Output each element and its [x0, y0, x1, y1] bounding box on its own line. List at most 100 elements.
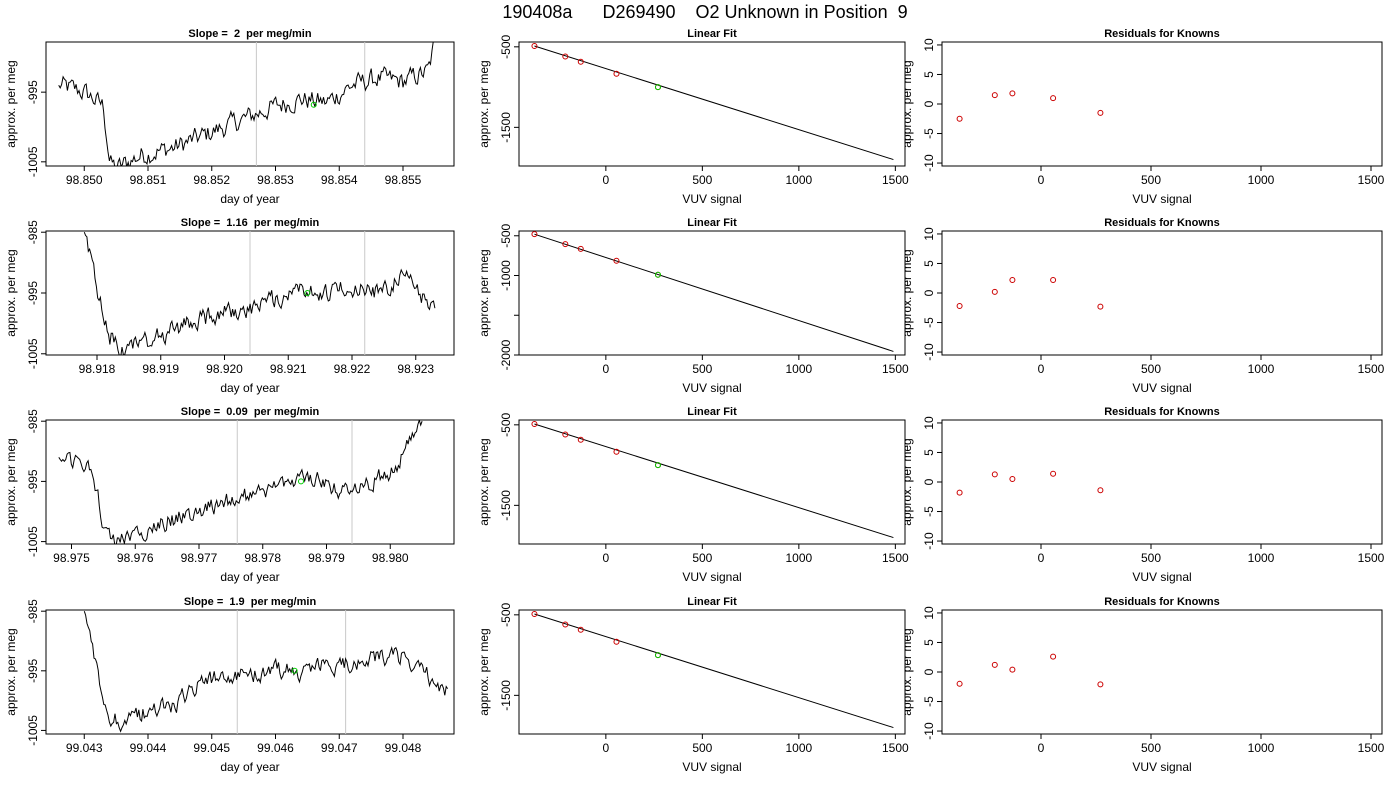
known-point [1097, 681, 1104, 688]
x-axis-label: VUV signal [682, 570, 741, 584]
x-tick-label: 500 [1141, 741, 1161, 755]
x-axis-label: VUV signal [1132, 192, 1191, 206]
y-tick-label: -500 [499, 223, 513, 247]
x-tick-label: 0 [603, 551, 610, 565]
y-tick-label: -1500 [499, 680, 513, 711]
x-tick-label: 98.918 [79, 362, 116, 376]
y-tick-label: -1005 [26, 146, 40, 177]
x-axis-label: day of year [220, 381, 279, 395]
x-tick-label: 1000 [1248, 173, 1275, 187]
known-point [577, 58, 584, 65]
y-tick-label: 5 [922, 639, 936, 646]
x-tick-label: 1000 [1248, 551, 1275, 565]
y-tick-label: 10 [922, 416, 936, 430]
chart-title: Residuals for Knowns [1104, 217, 1220, 229]
x-tick-label: 0 [1038, 362, 1045, 376]
known-point [956, 680, 963, 687]
known-point [531, 43, 538, 50]
x-tick-label: 99.043 [66, 741, 103, 755]
y-tick-label: -2000 [499, 339, 513, 370]
x-tick-label: 0 [1038, 551, 1045, 565]
y-tick-label: -10 [922, 722, 936, 740]
known-point [1097, 487, 1104, 494]
x-tick-label: 1500 [1358, 173, 1385, 187]
y-axis-label: approx. per meg [4, 628, 18, 715]
x-axis-label: VUV signal [682, 381, 741, 395]
y-tick-label: -995 [26, 658, 40, 682]
x-tick-label: 500 [1141, 173, 1161, 187]
chart-title: Slope = 2 per meg/min [188, 28, 311, 40]
plot-frame [941, 609, 1383, 735]
known-point [956, 302, 963, 309]
plot-frame [518, 230, 906, 356]
known-point [531, 421, 538, 428]
x-tick-label: 98.923 [397, 362, 434, 376]
y-axis-label: approx. per meg [900, 249, 914, 336]
plot-area [83, 610, 449, 734]
x-tick-label: 1000 [785, 741, 812, 755]
chart-title: Linear Fit [687, 406, 737, 418]
known-point [1009, 476, 1016, 483]
y-tick-label: -995 [26, 80, 40, 104]
chart-panel-1-1: Linear Fit 0 500 1000 1500 -500 -1000 -2000 VUV … [477, 217, 909, 395]
y-axis-label: approx. per meg [477, 60, 491, 147]
plot-area [956, 90, 1104, 122]
chart-panel-2-2: Residuals for Knowns 0 500 1000 1500 -10 -5 0 5 1… [900, 406, 1385, 584]
x-tick-label: 1500 [882, 173, 909, 187]
plot-frame [941, 419, 1383, 545]
fit-line [534, 423, 894, 539]
y-tick-label: 0 [922, 478, 936, 485]
unknown-point [291, 667, 298, 674]
signal-trace-line [83, 611, 449, 733]
plot-area [83, 231, 436, 355]
plot-area [531, 421, 894, 539]
x-tick-label: 98.976 [117, 551, 154, 565]
known-point [991, 92, 998, 99]
x-tick-label: 500 [692, 551, 712, 565]
y-tick-label: 5 [922, 71, 936, 78]
unknown-point [654, 271, 661, 278]
y-axis-label: approx. per meg [477, 438, 491, 525]
x-axis-label: day of year [220, 760, 279, 774]
y-tick-label: -500 [499, 413, 513, 437]
plot-area [531, 231, 894, 352]
y-tick-label: 10 [922, 227, 936, 241]
chart-panel-0-0: Slope = 2 per meg/min 98.850 98.851 98.852 9… [4, 28, 455, 206]
y-tick-label: -1005 [26, 338, 40, 369]
x-tick-label: 99.048 [385, 741, 422, 755]
x-tick-label: 1000 [785, 173, 812, 187]
x-tick-label: 1500 [882, 362, 909, 376]
chart-title: Residuals for Knowns [1104, 596, 1220, 608]
y-tick-label: 0 [922, 668, 936, 675]
x-tick-label: 0 [1038, 741, 1045, 755]
plot-frame [45, 419, 455, 545]
unknown-point [298, 478, 304, 485]
chart-panel-1-0: Slope = 1.16 per meg/min 98.918 98.919 98.9… [4, 217, 455, 395]
unknown-point [654, 652, 661, 659]
y-tick-label: -5 [922, 696, 936, 707]
known-point [1097, 109, 1104, 116]
plot-frame [45, 41, 455, 167]
known-point [613, 70, 620, 77]
y-axis-label: approx. per meg [477, 628, 491, 715]
plot-frame [941, 41, 1383, 167]
known-point [991, 288, 998, 295]
known-point [991, 661, 998, 668]
y-tick-label: -5 [922, 128, 936, 139]
x-tick-label: 98.853 [257, 173, 294, 187]
x-tick-label: 500 [692, 741, 712, 755]
x-tick-label: 99.044 [130, 741, 167, 755]
y-axis-label: approx. per meg [900, 438, 914, 525]
x-tick-label: 1000 [785, 551, 812, 565]
known-point [613, 448, 620, 455]
chart-title: Linear Fit [687, 217, 737, 229]
plot-area [58, 420, 423, 544]
x-tick-label: 99.045 [193, 741, 230, 755]
x-axis-label: VUV signal [1132, 570, 1191, 584]
plot-frame [518, 41, 906, 167]
x-tick-label: 0 [603, 362, 610, 376]
plot-area [956, 470, 1104, 496]
x-tick-label: 1500 [1358, 362, 1385, 376]
fit-line [534, 613, 894, 729]
